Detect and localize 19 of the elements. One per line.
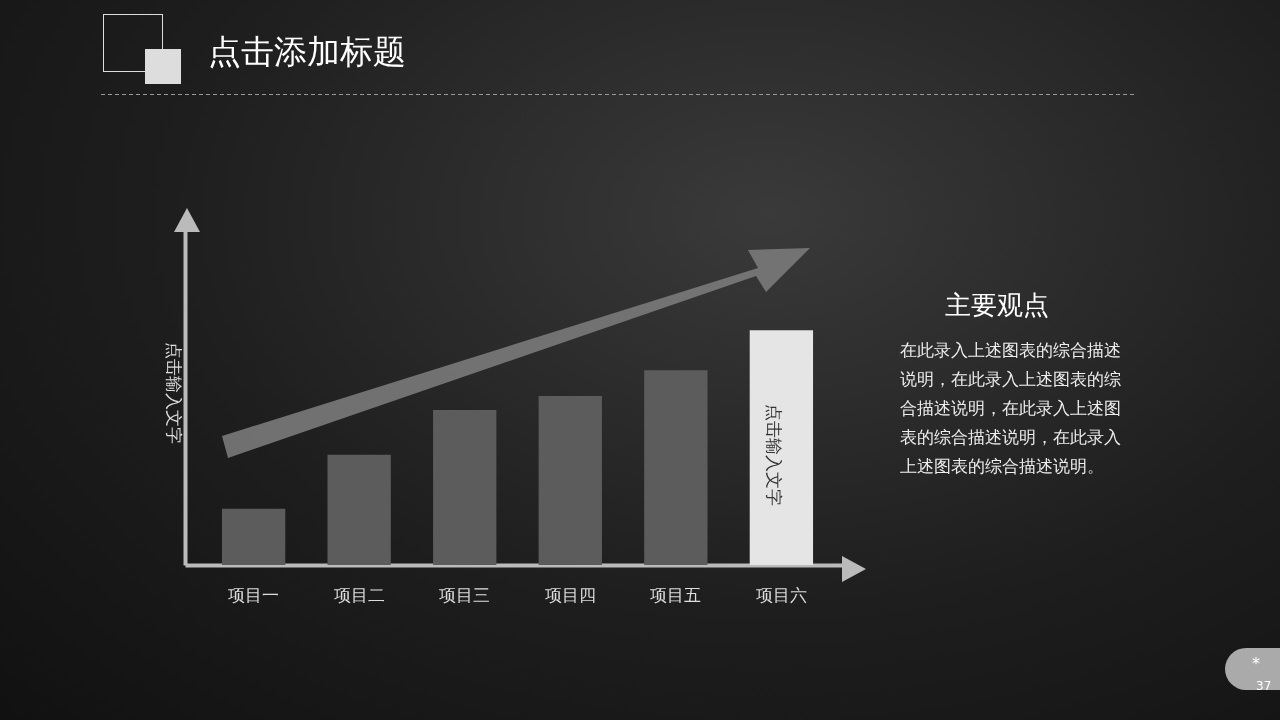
x-tick-label: 项目四 [544, 584, 596, 605]
chart-title: 点击添加标题 [208, 31, 406, 73]
x-tick-label: 项目二 [333, 584, 385, 605]
bar [221, 508, 286, 565]
x-tick-label: 项目三 [439, 584, 491, 605]
x-tick-label: 项目五 [650, 584, 702, 605]
text: 在此录入上述图表的综合描述说明，在此录入上述图表的综合描述说明，在此录入上述图表的综合描述说明，在此录入上述图表的综合描述说明。 [900, 339, 1122, 478]
bar [327, 454, 391, 565]
text: 37 [1256, 679, 1272, 693]
bar [538, 396, 602, 565]
text: 主要观点 [945, 289, 1049, 322]
y-axis-title: 点击输入文字 [163, 342, 184, 444]
x-tick-label: 项目六 [755, 584, 807, 605]
bar [644, 370, 708, 565]
bar [749, 330, 814, 565]
x-tick-label: 项目一 [228, 584, 280, 605]
bar [433, 410, 497, 565]
annotation: 点击输入文字 [764, 404, 784, 506]
text: * [1252, 654, 1260, 673]
